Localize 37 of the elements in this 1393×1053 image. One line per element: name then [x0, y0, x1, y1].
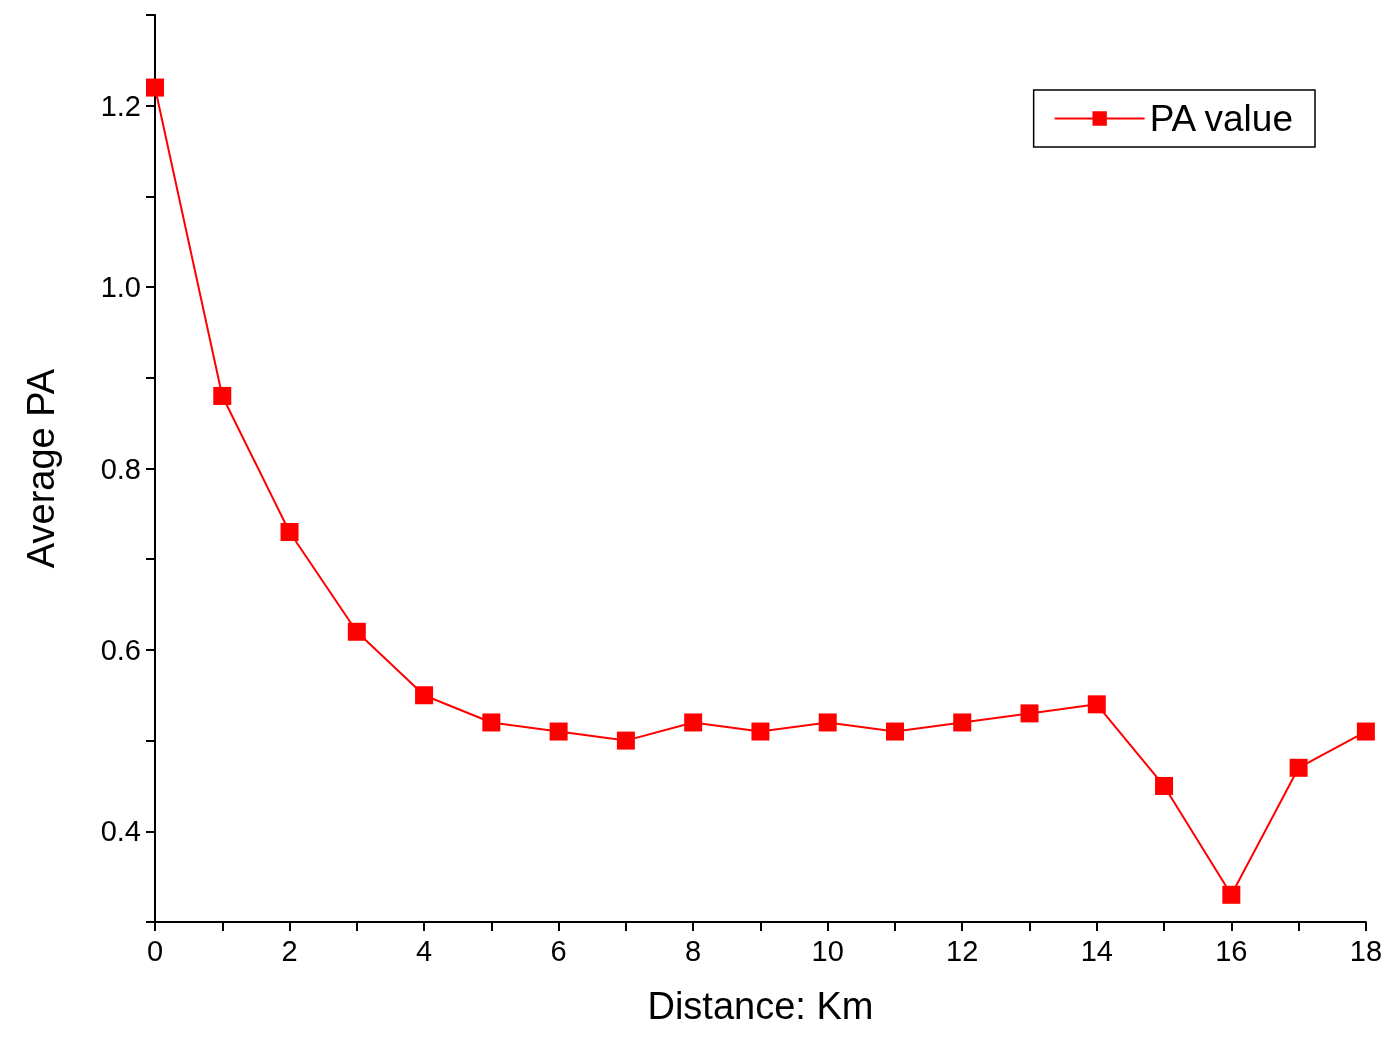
- point: [1289, 758, 1308, 777]
- point: [280, 522, 299, 541]
- point: [953, 713, 972, 732]
- y-tick-label: 0.6: [100, 633, 141, 666]
- y-tick-label: 0.4: [100, 815, 141, 848]
- x-tick-label: 16: [1215, 934, 1248, 967]
- y-tick-label: 1.2: [100, 89, 141, 122]
- y-tick-label: 0.8: [100, 452, 141, 485]
- point: [549, 722, 568, 741]
- point: [616, 731, 635, 750]
- y-axis-title: Average PA: [20, 368, 62, 569]
- point: [1155, 776, 1174, 795]
- point: [751, 722, 770, 741]
- y-tick-label: 1.0: [100, 271, 141, 304]
- point: [1020, 704, 1039, 723]
- point: [347, 622, 366, 641]
- point: [482, 713, 501, 732]
- point: [1087, 695, 1106, 714]
- x-tick-label: 6: [550, 934, 567, 967]
- point: [885, 722, 904, 741]
- x-tick-label: 8: [685, 934, 702, 967]
- point: [818, 713, 837, 732]
- legend-label: PA value: [1149, 98, 1293, 139]
- x-tick-label: 14: [1080, 934, 1113, 967]
- point: [415, 686, 434, 705]
- x-tick-label: 10: [811, 934, 844, 967]
- x-tick-label: 2: [281, 934, 298, 967]
- x-tick-label: 0: [146, 934, 164, 967]
- point: [684, 713, 703, 732]
- x-tick-label: 12: [946, 934, 979, 967]
- point: [1356, 722, 1375, 741]
- point: [213, 386, 232, 405]
- point: [146, 78, 164, 97]
- point: [1222, 885, 1241, 904]
- x-tick-label: 18: [1349, 934, 1382, 967]
- x-tick-label: 4: [416, 934, 433, 967]
- x-axis-title: Distance: Km: [647, 985, 874, 1027]
